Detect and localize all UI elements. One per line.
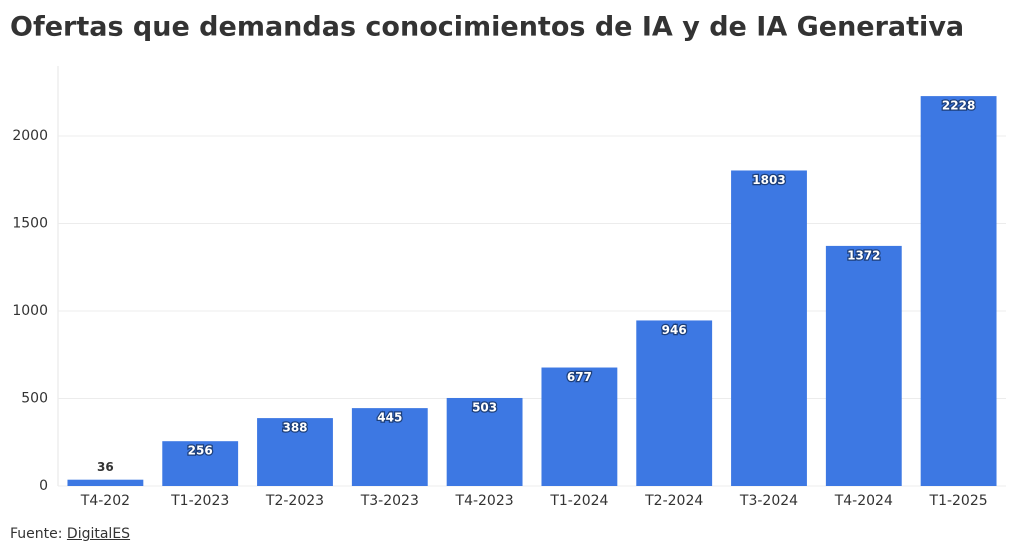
x-tick-label: T1-2025 (929, 493, 988, 509)
value-label: 445 (377, 411, 402, 425)
bar (636, 320, 713, 486)
bar (162, 441, 239, 486)
x-tick-label: T2-2023 (265, 493, 324, 509)
bar (257, 418, 333, 486)
source-link[interactable]: DigitalES (66, 526, 131, 542)
value-label: 503 (472, 400, 497, 414)
x-tick-label: T3-2023 (360, 493, 419, 509)
value-label: 946 (662, 323, 687, 337)
source-label: Fuente: (10, 526, 63, 542)
value-label: 256 (188, 444, 213, 458)
bar (446, 397, 523, 486)
x-tick-label: T4-202 (80, 493, 130, 509)
footer: Fuente: DigitalES (10, 526, 130, 542)
bar (351, 408, 428, 486)
value-label: 1372 (847, 248, 880, 262)
bar (67, 479, 144, 486)
y-tick-label: 2000 (12, 128, 48, 144)
y-tick-label: 0 (39, 478, 48, 494)
bar (731, 170, 807, 486)
x-tick-label: T1-2023 (170, 493, 229, 509)
bar (920, 96, 997, 486)
x-tick-label: T4-2024 (834, 493, 893, 509)
page: Ofertas que demandas conocimientos de IA… (10, 11, 1006, 542)
value-label: 2228 (942, 99, 975, 113)
value-label: 388 (282, 421, 307, 435)
value-label: 1803 (752, 173, 785, 187)
value-label: 677 (567, 370, 592, 384)
y-tick-label: 500 (21, 391, 48, 407)
chart-title: Ofertas que demandas conocimientos de IA… (10, 12, 964, 43)
x-tick-label: T1-2024 (549, 493, 608, 509)
y-tick-label: 1000 (12, 303, 48, 319)
x-tick-label: T4-2023 (455, 493, 514, 509)
value-label: 36 (97, 460, 114, 474)
x-tick-label: T3-2024 (739, 493, 798, 509)
bar (541, 367, 618, 486)
y-tick-label: 1500 (12, 216, 48, 232)
chart: Ofertas que demandas conocimientos de IA… (10, 12, 1006, 509)
x-tick-label: T2-2024 (644, 493, 703, 509)
bar (825, 245, 902, 486)
